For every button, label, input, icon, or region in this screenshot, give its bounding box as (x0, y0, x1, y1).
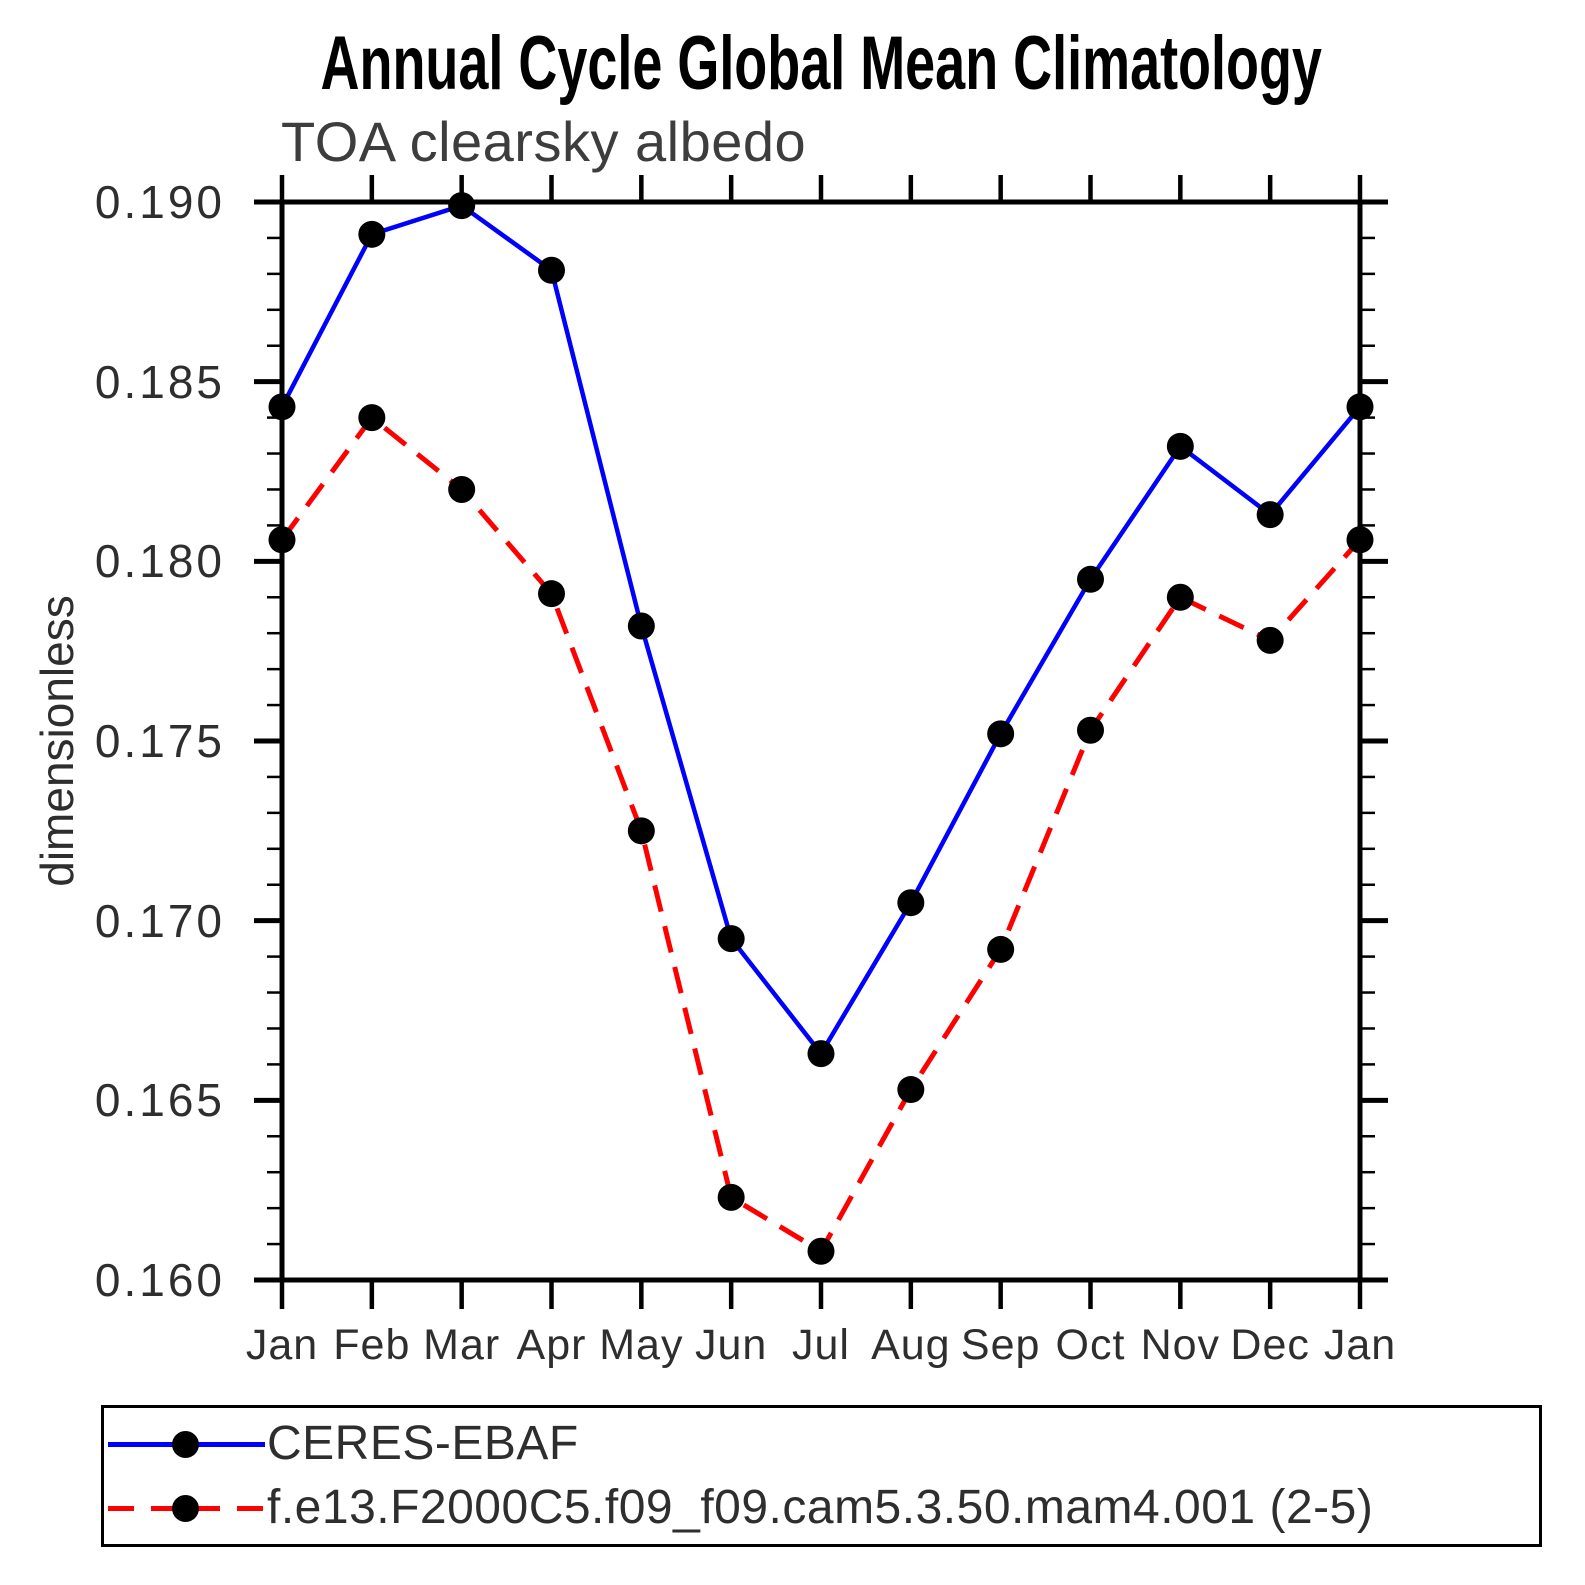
y-tick-label: 0.190 (94, 176, 225, 228)
y-tick-label: 0.160 (94, 1254, 225, 1306)
data-point-marker (1166, 432, 1194, 460)
data-point-marker (448, 475, 476, 503)
data-point-marker (538, 580, 565, 608)
data-point-marker (897, 889, 925, 917)
legend-marker-dot (172, 1495, 199, 1522)
y-tick-label: 0.170 (94, 894, 225, 947)
data-point-marker (1077, 565, 1104, 593)
y-tick-label: 0.185 (94, 355, 225, 408)
y-tick-label: 0.175 (94, 715, 225, 767)
x-tick-label: Jun (694, 1321, 768, 1369)
data-point-marker (807, 1040, 835, 1068)
data-point-marker (268, 393, 296, 421)
series-line-1 (279, 414, 1362, 1255)
chart-title: Annual Cycle Global Mean Climatology (320, 21, 1323, 106)
data-point-marker (1256, 501, 1284, 529)
x-tick-label: Aug (871, 1321, 951, 1369)
x-tick-label: May (599, 1321, 684, 1369)
legend-marker-dot (172, 1431, 199, 1458)
legend-label: f.e13.F2000C5.f09_f09.cam5.3.50.mam4.001… (267, 1481, 1374, 1534)
data-point-marker (897, 1076, 925, 1104)
series-line-0 (280, 203, 1362, 1058)
x-tick-label: Jan (245, 1321, 319, 1369)
data-point-marker (448, 192, 476, 220)
data-point-marker (717, 925, 745, 953)
chart-subtitle: TOA clearsky albedo (281, 110, 807, 173)
data-point-marker (538, 256, 565, 284)
data-point-marker (1256, 626, 1284, 654)
data-point-marker (358, 220, 386, 248)
data-point-marker (1077, 716, 1104, 744)
y-axis-title: dimensionless (31, 595, 83, 887)
data-point-marker (268, 526, 296, 554)
legend-label: CERES-EBAF (267, 1417, 579, 1470)
x-tick-label: Apr (516, 1321, 587, 1369)
data-point-marker (807, 1237, 835, 1265)
x-tick-label: Nov (1140, 1321, 1221, 1369)
data-point-marker (627, 817, 655, 845)
x-tick-label: Jul (792, 1321, 850, 1369)
y-tick-label: 0.165 (94, 1074, 225, 1127)
x-tick-label: Dec (1230, 1321, 1310, 1369)
x-tick-label: Feb (333, 1321, 411, 1369)
y-tick-label: 0.180 (94, 535, 225, 588)
x-tick-label: Mar (423, 1321, 501, 1369)
x-tick-label: Oct (1055, 1321, 1126, 1369)
data-point-marker (717, 1183, 745, 1211)
data-point-marker (1166, 583, 1194, 611)
chart-title-wrap: Annual Cycle Global Mean Climatology (58, 26, 1585, 102)
data-point-marker (987, 935, 1015, 963)
data-point-marker (358, 404, 386, 432)
data-point-marker (987, 720, 1015, 748)
data-point-marker (1346, 393, 1374, 421)
legend: CERES-EBAF f.e13.F2000C5.f09_f09.cam5.3.… (101, 1405, 1542, 1547)
x-tick-label: Jan (1323, 1321, 1397, 1369)
plot-frame (279, 199, 1363, 1283)
data-point-marker (627, 612, 655, 640)
data-point-marker (1346, 526, 1374, 554)
x-tick-label: Sep (960, 1321, 1041, 1369)
